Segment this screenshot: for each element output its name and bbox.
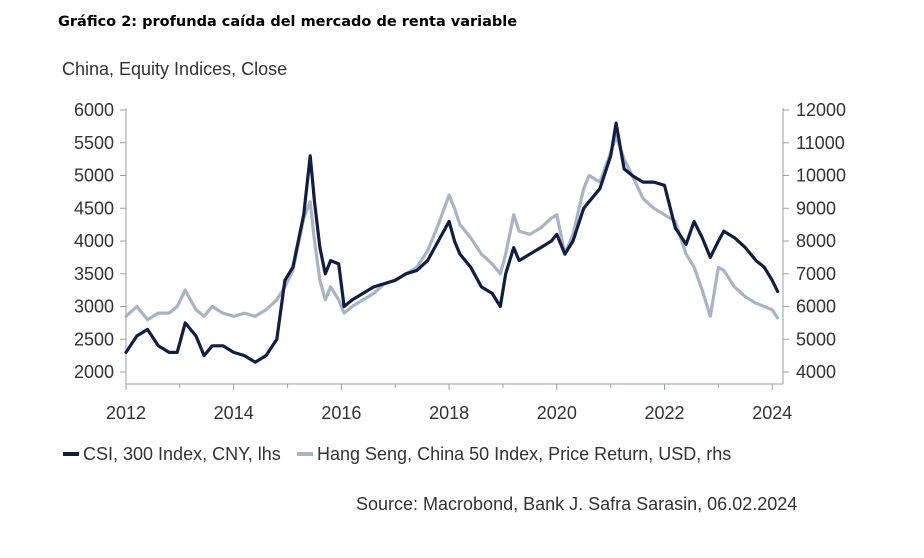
chart-heading: Gráfico 2: profunda caída del mercado de…: [58, 14, 518, 30]
x-tick-label: 2022: [645, 403, 685, 423]
x-tick-label: 2020: [537, 403, 577, 423]
left-axis-ticks: 2000 2500 3000 3500 4000 4500 5000 5500 6000: [74, 100, 126, 382]
x-tick-label: 2014: [214, 403, 254, 423]
left-tick-label: 5000: [74, 166, 114, 186]
x-axis-ticks: 2012 2014 2016 2018 2020 2022 2024: [106, 384, 792, 423]
source-note: Source: Macrobond, Bank J. Safra Sarasin…: [356, 494, 797, 514]
legend: CSI, 300 Index, CNY, lhs Hang Seng, Chin…: [63, 444, 731, 464]
x-tick-label: 2012: [106, 403, 146, 423]
x-tick-label: 2016: [321, 403, 361, 423]
legend-label-hangseng: Hang Seng, China 50 Index, Price Return,…: [317, 444, 731, 464]
right-tick-label: 7000: [796, 264, 836, 284]
right-tick-label: 4000: [796, 362, 836, 382]
right-tick-label: 9000: [796, 198, 836, 218]
left-tick-label: 4000: [74, 231, 114, 251]
x-tick-label: 2024: [752, 403, 792, 423]
series-lines: [124, 121, 780, 364]
right-tick-label: 5000: [796, 329, 836, 349]
right-tick-label: 6000: [796, 297, 836, 317]
chart-title: China, Equity Indices, Close: [62, 59, 287, 79]
right-tick-label: 12000: [796, 100, 846, 120]
series-line-csi300: [124, 121, 780, 364]
legend-label-csi300: CSI, 300 Index, CNY, lhs: [83, 444, 281, 464]
left-tick-label: 3000: [74, 297, 114, 317]
x-tick-label: 2018: [429, 403, 469, 423]
left-tick-label: 5500: [74, 133, 114, 153]
left-tick-label: 4500: [74, 198, 114, 218]
right-tick-label: 8000: [796, 231, 836, 251]
left-tick-label: 2000: [74, 362, 114, 382]
right-axis-ticks: 4000 5000 6000 7000 8000 9000 10000 11000 12000: [783, 100, 846, 382]
plot-frame: [125, 108, 784, 385]
left-tick-label: 2500: [74, 329, 114, 349]
right-tick-label: 10000: [796, 166, 846, 186]
right-tick-label: 11000: [796, 133, 845, 153]
left-tick-label: 6000: [74, 100, 114, 120]
left-tick-label: 3500: [74, 264, 114, 284]
